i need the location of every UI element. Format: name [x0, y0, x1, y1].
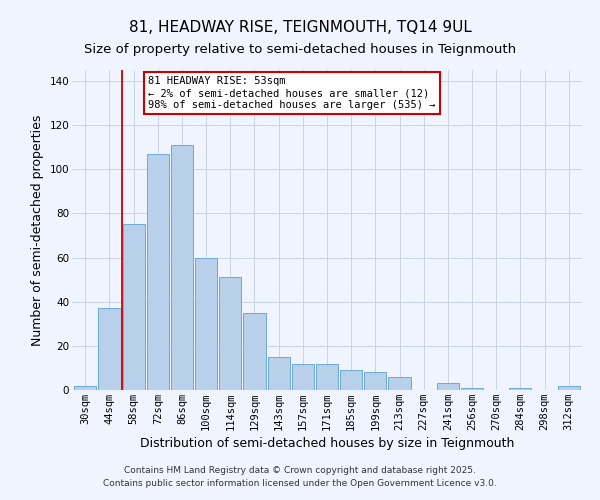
Bar [509, 388, 532, 390]
Bar [340, 370, 362, 390]
Bar [388, 377, 410, 390]
Bar [244, 313, 266, 390]
Bar [316, 364, 338, 390]
Text: 81, HEADWAY RISE, TEIGNMOUTH, TQ14 9UL: 81, HEADWAY RISE, TEIGNMOUTH, TQ14 9UL [128, 20, 472, 35]
Bar [219, 278, 241, 390]
Bar [437, 384, 459, 390]
X-axis label: Distribution of semi-detached houses by size in Teignmouth: Distribution of semi-detached houses by … [140, 437, 514, 450]
Text: Size of property relative to semi-detached houses in Teignmouth: Size of property relative to semi-detach… [84, 42, 516, 56]
Bar [74, 386, 97, 390]
Text: Contains HM Land Registry data © Crown copyright and database right 2025.
Contai: Contains HM Land Registry data © Crown c… [103, 466, 497, 487]
Bar [98, 308, 121, 390]
Y-axis label: Number of semi-detached properties: Number of semi-detached properties [31, 114, 44, 346]
Bar [364, 372, 386, 390]
Bar [146, 154, 169, 390]
Bar [292, 364, 314, 390]
Bar [195, 258, 217, 390]
Bar [171, 145, 193, 390]
Bar [268, 357, 290, 390]
Bar [122, 224, 145, 390]
Bar [461, 388, 483, 390]
Text: 81 HEADWAY RISE: 53sqm
← 2% of semi-detached houses are smaller (12)
98% of semi: 81 HEADWAY RISE: 53sqm ← 2% of semi-deta… [149, 76, 436, 110]
Bar [557, 386, 580, 390]
